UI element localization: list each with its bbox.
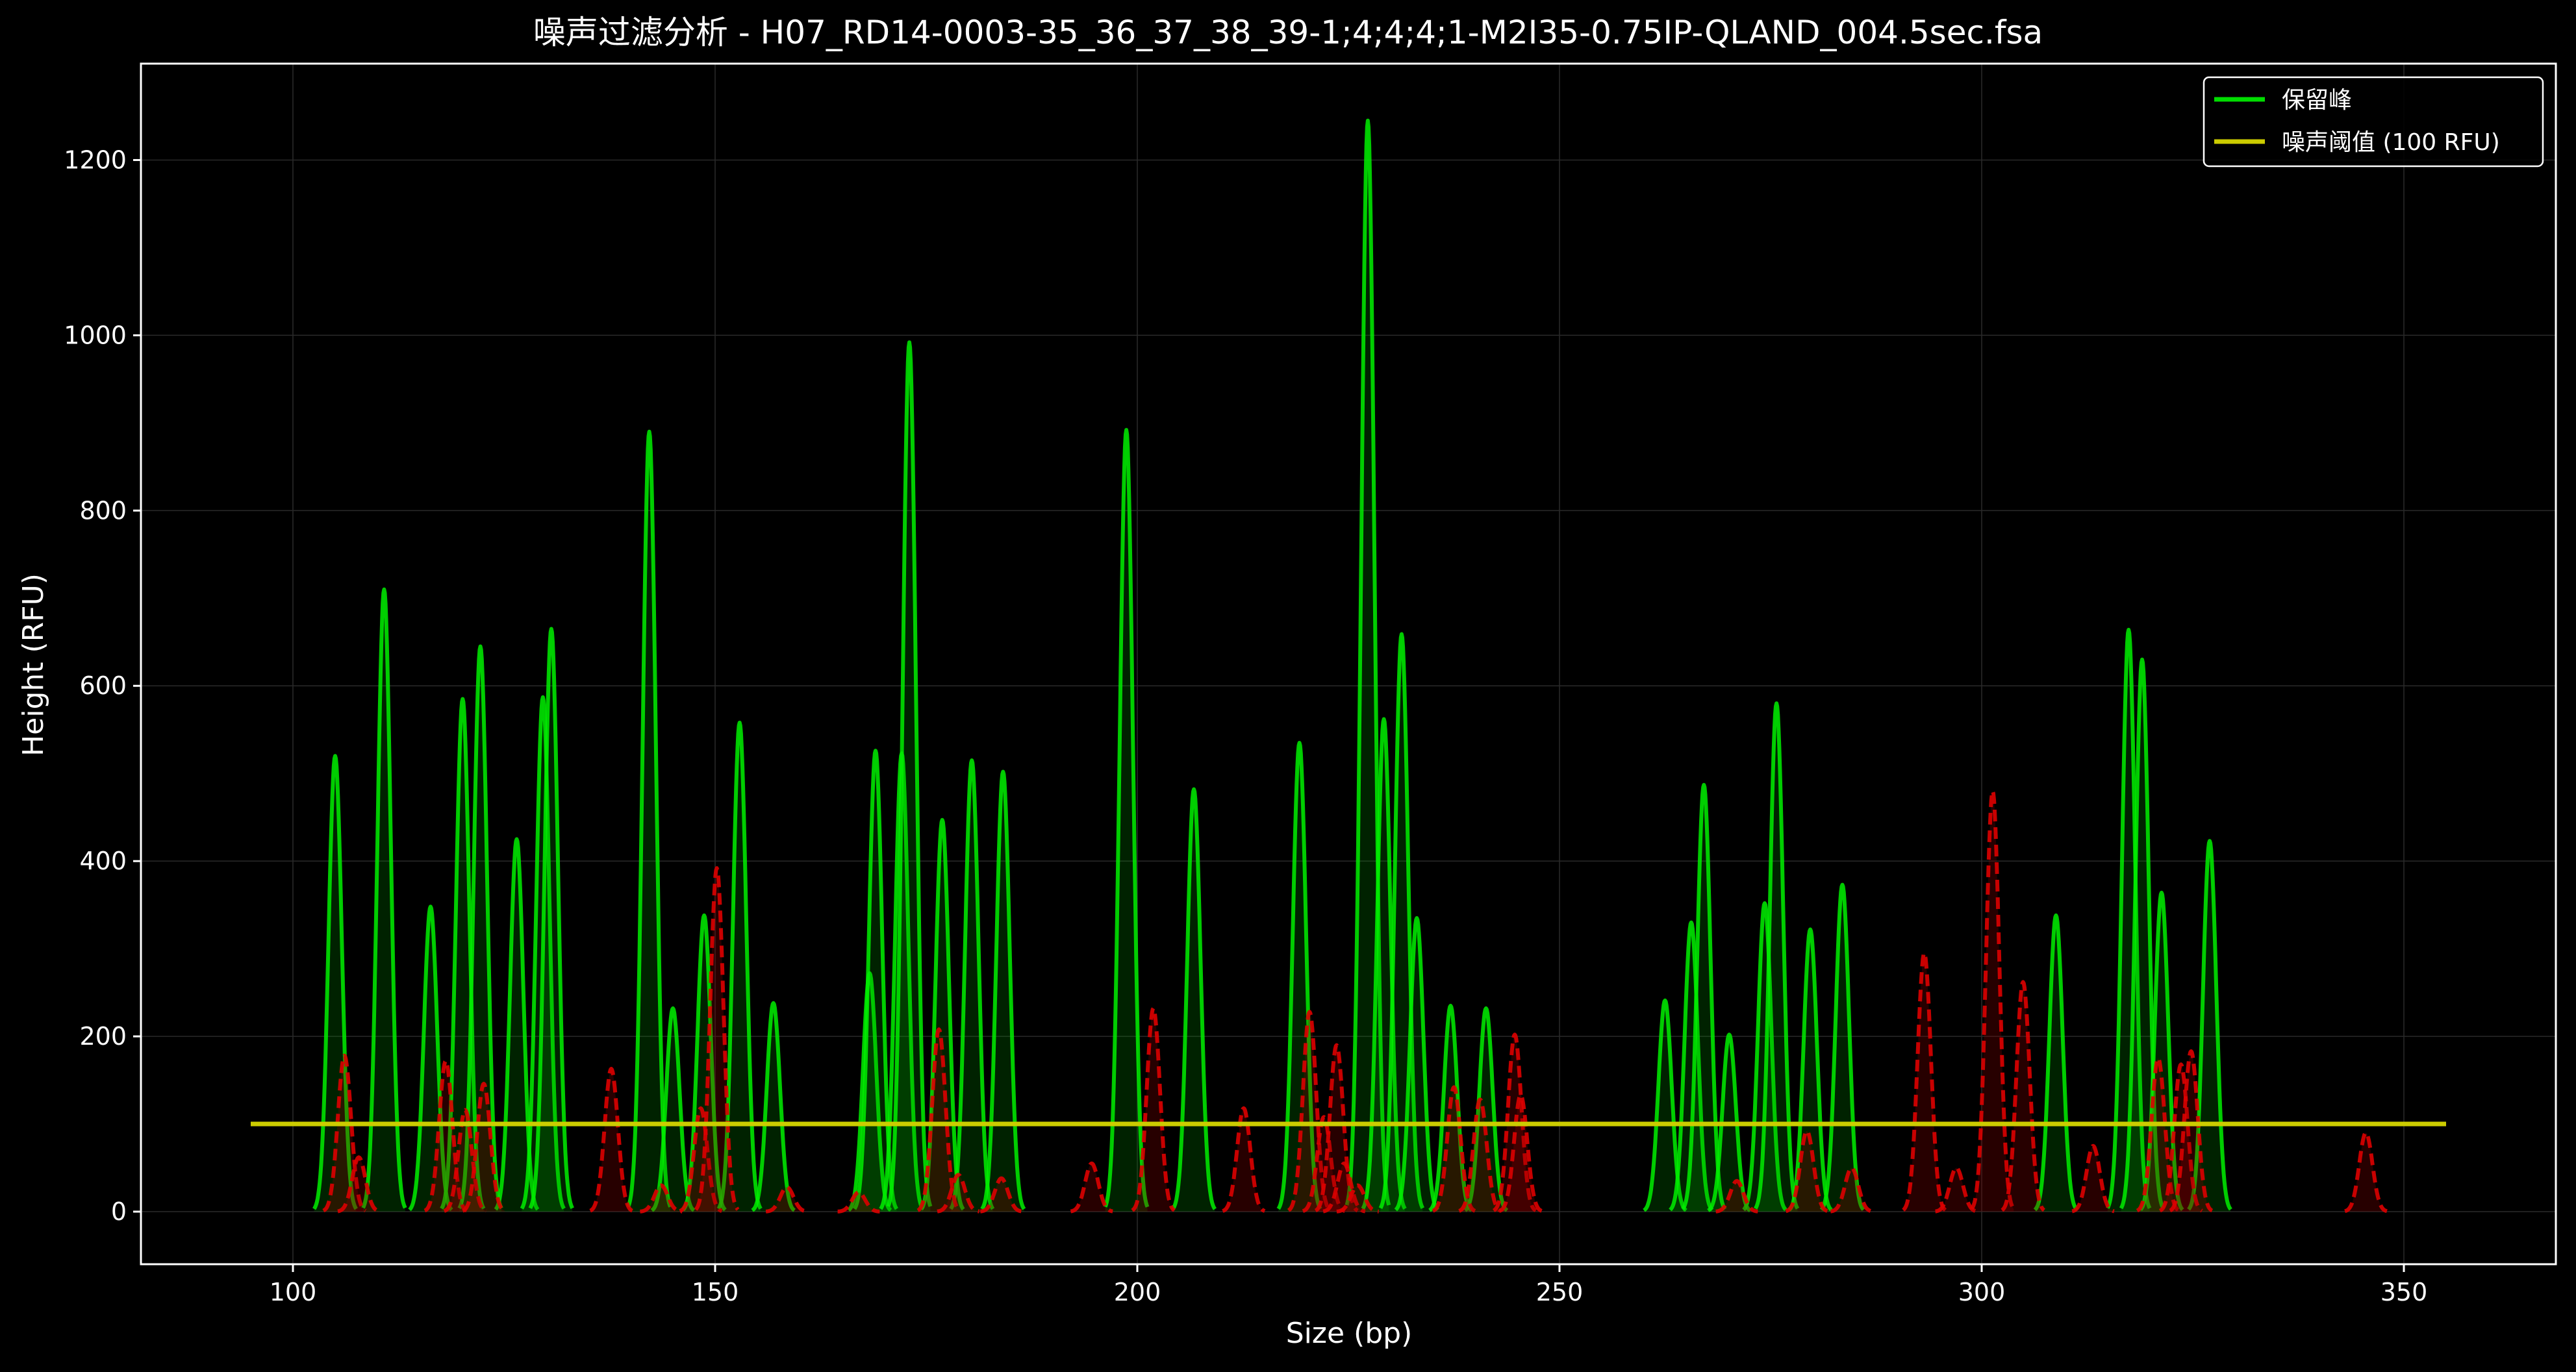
y-tick-label: 400 bbox=[79, 847, 127, 875]
plot-area bbox=[251, 118, 2446, 1214]
retained-peak bbox=[1787, 927, 1833, 1212]
noise-peak bbox=[1069, 1161, 1115, 1214]
x-tick-label: 100 bbox=[270, 1278, 317, 1306]
y-tick-label: 800 bbox=[79, 496, 127, 525]
legend-box bbox=[2203, 76, 2544, 168]
y-axis-label: Height (RFU) bbox=[17, 573, 50, 756]
noise-peak-fill bbox=[1499, 1095, 1542, 1212]
noise-peak bbox=[1335, 1183, 1380, 1214]
noise-peak bbox=[1969, 789, 2015, 1210]
x-tick-label: 150 bbox=[692, 1278, 739, 1306]
noise-peak-fill bbox=[1830, 1167, 1873, 1212]
axes: 100 150 200 250 300 350 0 200 400 600 800 1000 1200 bbox=[64, 145, 2427, 1306]
noise-peak bbox=[936, 1173, 981, 1214]
noise-peak bbox=[1221, 1106, 1267, 1213]
noise-peak bbox=[979, 1176, 1024, 1214]
noise-peak bbox=[638, 1183, 684, 1214]
x-tick-label: 350 bbox=[2380, 1278, 2428, 1306]
noise-peak bbox=[2343, 1130, 2388, 1214]
noise-peak bbox=[2158, 1062, 2204, 1213]
noise-peak bbox=[423, 1058, 468, 1213]
retained-peak bbox=[494, 837, 540, 1211]
noise-peak bbox=[461, 1082, 507, 1213]
noise-peak bbox=[1322, 1161, 1367, 1214]
y-tick-label: 1200 bbox=[64, 145, 127, 174]
x-tick-label: 200 bbox=[1114, 1278, 1161, 1306]
noise-peak bbox=[1492, 1032, 1537, 1212]
retained-peak bbox=[528, 627, 574, 1209]
noise-peak-fill bbox=[1903, 953, 1945, 1212]
retained-peak bbox=[408, 904, 453, 1212]
retained-peak bbox=[681, 913, 727, 1212]
noise-peak bbox=[1131, 1006, 1176, 1212]
retained-peak bbox=[1171, 787, 1217, 1210]
x-axis-label: Size (bp) bbox=[1286, 1317, 1413, 1350]
legend-label: 噪声阈值 (100 RFU) bbox=[2282, 129, 2500, 156]
retained-peak bbox=[1361, 717, 1407, 1210]
noise-peak bbox=[1301, 1115, 1346, 1213]
retained-peak bbox=[2139, 890, 2184, 1212]
noise-peak bbox=[2001, 980, 2046, 1212]
retained-peak bbox=[1669, 920, 1714, 1212]
y-tick-label: 1000 bbox=[64, 321, 127, 349]
chart-title: 噪声过滤分析 - H07_RD14-0003-35_36_37_38_39-1;… bbox=[533, 14, 2043, 51]
noise-peak-fill bbox=[1935, 1167, 1978, 1212]
noise-peak bbox=[678, 1106, 724, 1213]
y-tick-label: 0 bbox=[111, 1197, 127, 1226]
noise-peak bbox=[2071, 1143, 2115, 1214]
retained-peak bbox=[457, 644, 503, 1210]
retained-peak bbox=[1378, 632, 1425, 1209]
noise-peak bbox=[1829, 1166, 1875, 1214]
noise-peak bbox=[1287, 1010, 1332, 1212]
noise-peak-fill bbox=[980, 1178, 1023, 1212]
x-tick-label: 300 bbox=[1958, 1278, 2006, 1306]
retained-peak bbox=[2119, 657, 2166, 1210]
noise-peak bbox=[322, 1053, 367, 1213]
noise-peak bbox=[764, 1185, 809, 1214]
noise-peak bbox=[1934, 1166, 1979, 1214]
retained-peak bbox=[312, 754, 358, 1210]
retained-peak bbox=[716, 720, 763, 1210]
retained-peak bbox=[2033, 913, 2079, 1212]
noise-peak bbox=[442, 1108, 488, 1213]
noise-peak bbox=[1902, 951, 1947, 1212]
noise-peak-fill bbox=[837, 1192, 880, 1212]
noise-peak bbox=[694, 866, 740, 1211]
noise-peak bbox=[588, 1067, 634, 1213]
plot-frame bbox=[140, 62, 2557, 1266]
retained-peak bbox=[751, 1001, 796, 1212]
retained-peak bbox=[1643, 998, 1687, 1212]
retained-peak bbox=[1394, 916, 1439, 1212]
y-tick-label: 600 bbox=[79, 671, 127, 700]
retained-peak bbox=[1754, 701, 1800, 1210]
retained-peak bbox=[2187, 839, 2232, 1211]
retained-peak bbox=[520, 695, 566, 1210]
retained-peak bbox=[1742, 901, 1787, 1212]
noise-peak-fill bbox=[1971, 791, 2014, 1212]
retained-peak bbox=[1103, 428, 1150, 1208]
y-tick-label: 200 bbox=[79, 1022, 127, 1051]
retained-peak bbox=[361, 587, 407, 1209]
noise-peak bbox=[1784, 1129, 1830, 1214]
retained-peak bbox=[980, 769, 1026, 1210]
x-tick-label: 250 bbox=[1536, 1278, 1584, 1306]
noise-peak bbox=[2169, 1049, 2214, 1213]
retained-peak bbox=[650, 1006, 696, 1212]
retained-peak bbox=[1345, 118, 1391, 1206]
noise-peak bbox=[1714, 1179, 1760, 1214]
noise-peak bbox=[916, 1027, 961, 1212]
noise-peak-fill bbox=[1715, 1180, 1758, 1212]
noise-peak bbox=[1432, 1085, 1476, 1213]
noise-peak bbox=[336, 1155, 381, 1214]
noise-peak bbox=[836, 1190, 881, 1214]
retained-peak bbox=[2106, 627, 2152, 1209]
retained-peak bbox=[949, 758, 995, 1210]
legend-label: 保留峰 bbox=[2282, 87, 2352, 114]
noise-peak bbox=[1458, 1097, 1503, 1213]
noise-peak-fill bbox=[462, 1084, 505, 1212]
retained-peak bbox=[1276, 741, 1322, 1210]
